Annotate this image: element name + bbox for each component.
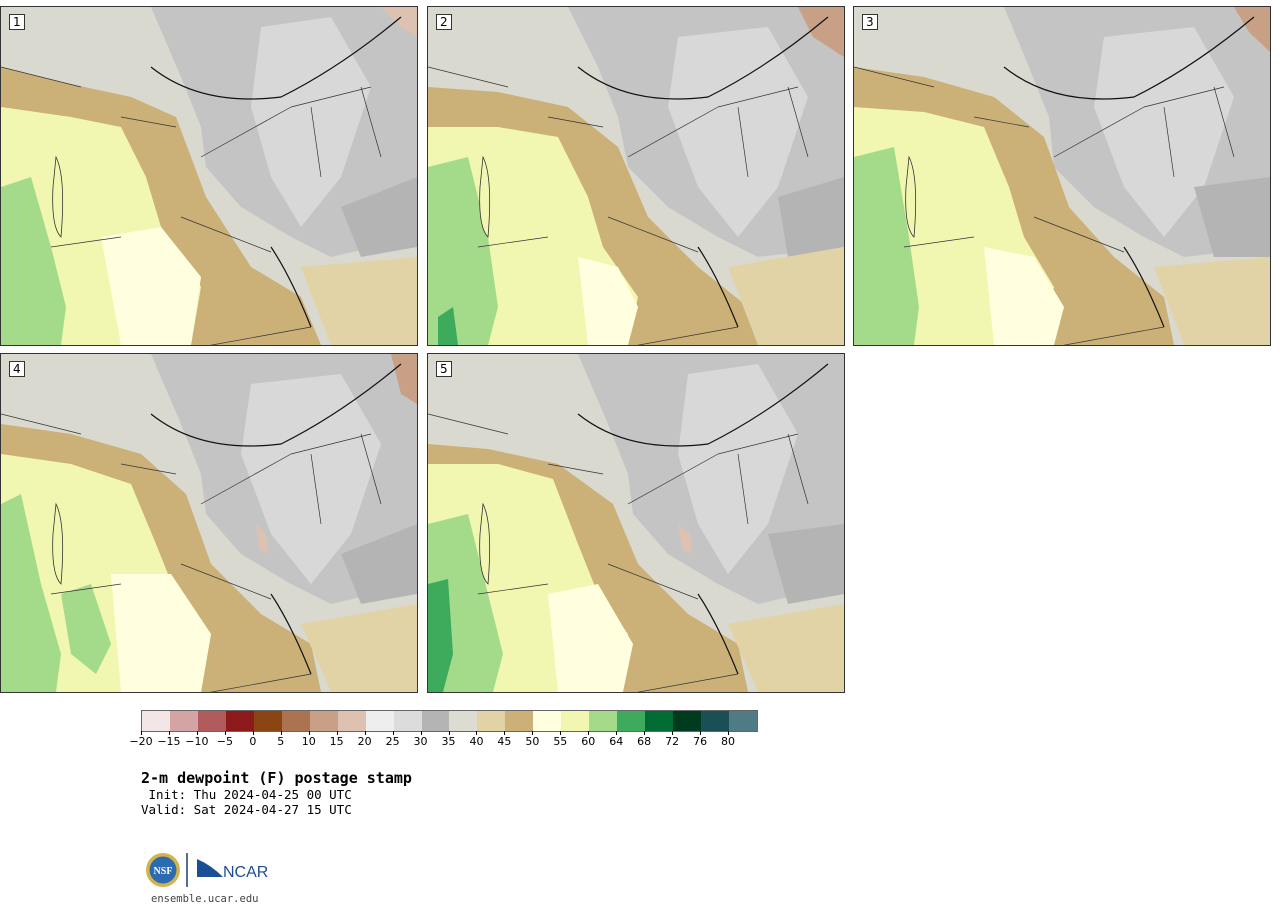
colorbar-tick-mark (392, 731, 394, 735)
ncar-logo-text: NCAR (223, 864, 268, 881)
member-panel-2: 2 (427, 6, 845, 346)
colorbar-swatch-15 (561, 711, 590, 731)
dewpoint-map-1 (1, 7, 417, 345)
colorbar-swatch-16 (589, 711, 618, 731)
panel-label-4: 4 (9, 361, 25, 377)
colorbar (141, 710, 758, 732)
colorbar-tick-label: 68 (637, 735, 652, 748)
dewpoint-map-5 (428, 354, 844, 692)
colorbar-tick-label: 25 (385, 735, 400, 748)
colorbar-tick-mark (252, 731, 254, 735)
colorbar-tick-mark (308, 731, 310, 735)
colorbar-tick-mark (560, 731, 562, 735)
colorbar-swatch-12 (477, 711, 506, 731)
colorbar-tick-mark (224, 731, 226, 735)
panel-label-2: 2 (436, 14, 452, 30)
colorbar-tick-mark (168, 731, 170, 735)
colorbar-tick-mark (504, 731, 506, 735)
colorbar-tick-mark (448, 731, 450, 735)
colorbar-tick-label: 15 (329, 735, 344, 748)
colorbar-swatch-19 (673, 711, 702, 731)
colorbar-tick-label: −5 (216, 735, 233, 748)
nsf-logo-icon: NSF (146, 853, 180, 887)
dewpoint-map-4 (1, 354, 417, 692)
colorbar-tick-mark (476, 731, 478, 735)
colorbar-tick-label: 40 (469, 735, 484, 748)
member-panel-4: 4 (0, 353, 418, 693)
colorbar-tick-label: 5 (277, 735, 285, 748)
colorbar-tick-mark (728, 731, 730, 735)
colorbar-tick-label: 30 (413, 735, 428, 748)
colorbar-tick-mark (588, 731, 590, 735)
member-panel-1: 1 (0, 6, 418, 346)
colorbar-tick-label: 76 (693, 735, 708, 748)
colorbar-swatch-9 (393, 711, 422, 731)
colorbar-swatch-14 (533, 711, 562, 731)
nsf-logo-text: NSF (154, 866, 173, 877)
valid-time: Valid: Sat 2024-04-27 15 UTC (141, 802, 352, 817)
colorbar-tick-label: 10 (301, 735, 316, 748)
ncar-logo-icon: NCAR (197, 859, 268, 881)
colorbar-tick-label: −15 (157, 735, 181, 748)
dewpoint-map-2 (428, 7, 844, 345)
panel-label-1: 1 (9, 14, 25, 30)
colorbar-swatch-1 (169, 711, 198, 731)
colorbar-tick-label: 20 (357, 735, 372, 748)
colorbar-swatch-20 (701, 711, 730, 731)
colorbar-swatch-3 (225, 711, 254, 731)
colorbar-tick-label: 80 (721, 735, 736, 748)
colorbar-swatch-11 (449, 711, 478, 731)
colorbar-tick-label: 64 (609, 735, 624, 748)
site-url: ensemble.ucar.edu (151, 893, 259, 905)
nsf-ncar-logo: NSF NCAR (145, 851, 275, 891)
colorbar-swatch-21 (729, 711, 757, 731)
colorbar-swatch-17 (617, 711, 646, 731)
colorbar-ticks: −20 −15 −10 −5 0 5 10 15 20 25 30 35 40 45 50 55 60 64 68 7… (129, 731, 756, 751)
colorbar-tick-mark (616, 731, 618, 735)
plot-title: 2-m dewpoint (F) postage stamp (141, 769, 412, 787)
colorbar-tick-label: 60 (581, 735, 596, 748)
colorbar-tick-label: −20 (129, 735, 153, 748)
colorbar-tick-label: 55 (553, 735, 568, 748)
colorbar-tick-label: 0 (249, 735, 257, 748)
member-panel-3: 3 (853, 6, 1271, 346)
colorbar-swatch-5 (281, 711, 310, 731)
colorbar-tick-mark (672, 731, 674, 735)
colorbar-tick-mark (644, 731, 646, 735)
colorbar-tick-mark (336, 731, 338, 735)
member-panel-5: 5 (427, 353, 845, 693)
colorbar-tick-mark (532, 731, 534, 735)
colorbar-swatch-6 (309, 711, 338, 731)
panel-label-3: 3 (862, 14, 878, 30)
colorbar-tick-mark (700, 731, 702, 735)
colorbar-swatch-7 (337, 711, 366, 731)
colorbar-swatch-10 (421, 711, 450, 731)
colorbar-swatch-8 (365, 711, 394, 731)
panel-label-5: 5 (436, 361, 452, 377)
dewpoint-map-3 (854, 7, 1270, 345)
colorbar-tick-label: 35 (441, 735, 456, 748)
colorbar-tick-label: 45 (497, 735, 512, 748)
colorbar-swatch-4 (253, 711, 282, 731)
colorbar-tick-mark (280, 731, 282, 735)
colorbar-swatch-18 (645, 711, 674, 731)
colorbar-tick-label: 72 (665, 735, 680, 748)
colorbar-tick-label: 50 (525, 735, 540, 748)
colorbar-swatch-13 (505, 711, 534, 731)
colorbar-tick-label: −10 (185, 735, 209, 748)
colorbar-swatch-2 (197, 711, 226, 731)
init-time: Init: Thu 2024-04-25 00 UTC (141, 787, 352, 802)
colorbar-tick-mark (364, 731, 366, 735)
colorbar-tick-mark (196, 731, 198, 735)
colorbar-tick-mark (141, 731, 142, 735)
colorbar-tick-mark (420, 731, 422, 735)
colorbar-swatch-0 (142, 711, 170, 731)
